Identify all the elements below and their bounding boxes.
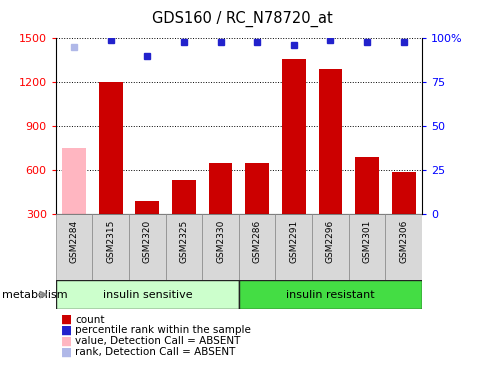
Text: metabolism: metabolism xyxy=(2,290,68,300)
Text: GSM2286: GSM2286 xyxy=(252,219,261,263)
Text: GSM2291: GSM2291 xyxy=(288,219,298,263)
Text: GSM2306: GSM2306 xyxy=(398,219,408,263)
Text: count: count xyxy=(75,314,105,325)
Bar xyxy=(348,214,385,280)
Text: percentile rank within the sample: percentile rank within the sample xyxy=(75,325,251,336)
Text: ■: ■ xyxy=(60,346,72,359)
Text: insulin sensitive: insulin sensitive xyxy=(102,290,192,300)
Bar xyxy=(166,214,202,280)
Bar xyxy=(129,214,166,280)
Bar xyxy=(354,157,378,214)
Bar xyxy=(202,214,239,280)
Text: ■: ■ xyxy=(60,335,72,348)
Bar xyxy=(245,163,269,214)
Bar xyxy=(56,280,239,309)
Text: GSM2325: GSM2325 xyxy=(179,219,188,263)
Text: GSM2301: GSM2301 xyxy=(362,219,371,263)
Bar xyxy=(56,214,92,280)
Text: GSM2330: GSM2330 xyxy=(215,219,225,263)
Text: GDS160 / RC_N78720_at: GDS160 / RC_N78720_at xyxy=(152,11,332,27)
Bar xyxy=(391,172,415,214)
Text: value, Detection Call = ABSENT: value, Detection Call = ABSENT xyxy=(75,336,240,347)
Text: ■: ■ xyxy=(60,313,72,326)
Bar xyxy=(318,69,342,214)
Bar xyxy=(135,201,159,214)
Text: insulin resistant: insulin resistant xyxy=(286,290,374,300)
Bar xyxy=(312,214,348,280)
Bar xyxy=(281,59,305,214)
Bar xyxy=(239,214,275,280)
Bar xyxy=(208,163,232,214)
Bar xyxy=(62,148,86,214)
Bar xyxy=(92,214,129,280)
Text: GSM2284: GSM2284 xyxy=(69,219,78,262)
Text: GSM2315: GSM2315 xyxy=(106,219,115,263)
Text: rank, Detection Call = ABSENT: rank, Detection Call = ABSENT xyxy=(75,347,235,358)
Bar xyxy=(99,82,122,214)
Text: ■: ■ xyxy=(60,324,72,337)
Bar xyxy=(172,180,196,214)
Bar xyxy=(384,214,421,280)
Bar xyxy=(275,214,312,280)
Text: GSM2296: GSM2296 xyxy=(325,219,334,263)
Text: GSM2320: GSM2320 xyxy=(142,219,151,263)
Bar xyxy=(239,280,421,309)
